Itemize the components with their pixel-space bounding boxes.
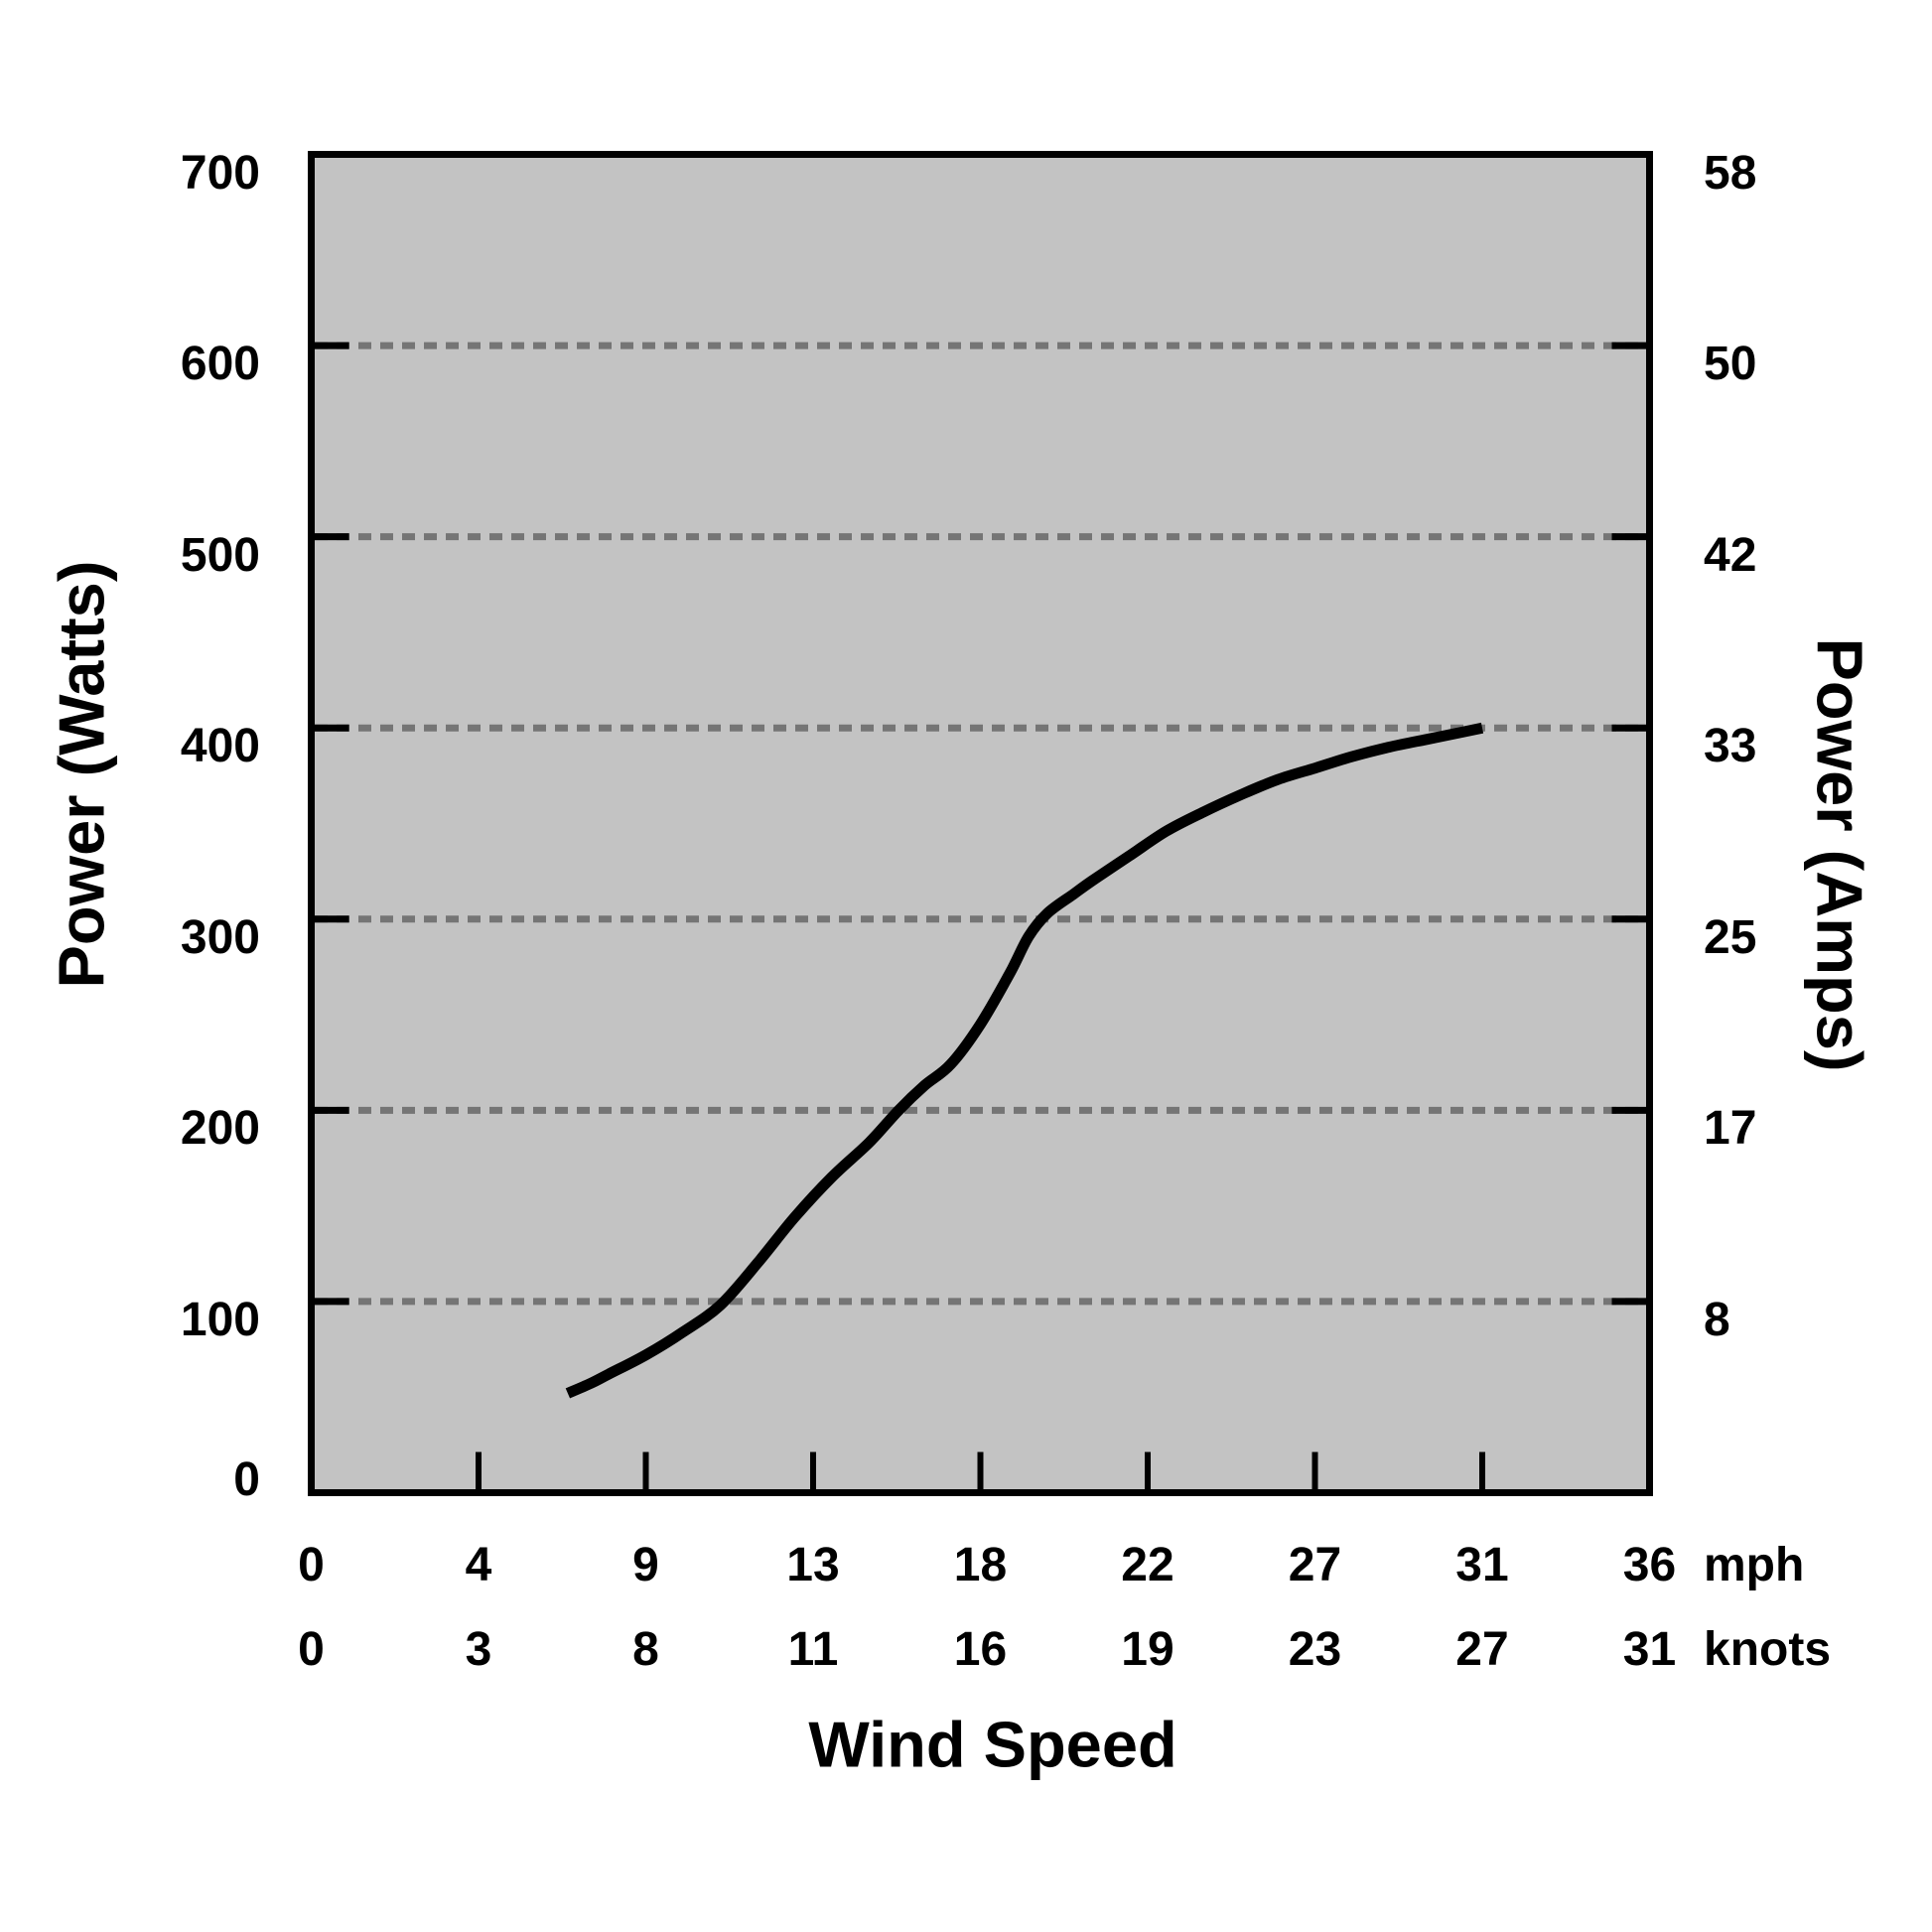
y-right-tick-label-17: 17: [1704, 1102, 1757, 1156]
y-left-tick-label-700: 700: [180, 146, 260, 200]
y-right-tick-label-33: 33: [1704, 720, 1757, 773]
x-knots-tick-label-0: 0: [298, 1623, 325, 1676]
plot-background: [311, 154, 1650, 1493]
y-left-tick-label-300: 300: [180, 910, 260, 964]
x-mph-tick-label-8: 36: [1622, 1539, 1677, 1591]
x-knots-tick-label-1: 3: [465, 1623, 492, 1676]
power-curve-path: [565, 722, 1484, 1399]
y-right-tick-label-25: 25: [1704, 910, 1757, 964]
x-mph-tick-label-2: 9: [632, 1539, 659, 1591]
plot-border: [308, 151, 1653, 1496]
y-left-tick-label-600: 600: [180, 338, 260, 391]
y-axis-title-left: Power (Watts): [45, 560, 118, 989]
y-left-tick-label-500: 500: [180, 528, 260, 582]
y-left-tick-label-0: 0: [233, 1452, 260, 1506]
y-right-tick-label-58: 58: [1704, 146, 1757, 200]
x-mph-tick-label-4: 18: [953, 1539, 1008, 1591]
x-mph-tick-label-1: 4: [465, 1539, 492, 1591]
x-mph-tick-label-5: 22: [1121, 1539, 1174, 1591]
y-left-tick-label-100: 100: [180, 1293, 260, 1346]
x-knots-tick-label-6: 23: [1288, 1623, 1342, 1676]
y-right-tick-label-8: 8: [1704, 1293, 1730, 1346]
x-mph-tick-label-6: 27: [1288, 1539, 1342, 1591]
x-knots-tick-label-8: 31: [1622, 1623, 1677, 1676]
x-knots-tick-label-2: 8: [632, 1623, 659, 1676]
x-knots-tick-label-4: 16: [953, 1623, 1008, 1676]
x-knots-tick-label-7: 27: [1455, 1623, 1509, 1676]
x-knots-tick-label-5: 19: [1121, 1623, 1174, 1676]
x-unit-label-knots: knots: [1704, 1623, 1832, 1676]
x-mph-tick-label-0: 0: [298, 1539, 325, 1591]
x-axis-title: Wind Speed: [808, 1708, 1177, 1781]
x-mph-tick-label-7: 31: [1455, 1539, 1509, 1591]
y-left-tick-label-400: 400: [180, 720, 260, 773]
x-knots-tick-label-3: 11: [787, 1623, 839, 1676]
y-left-tick-label-200: 200: [180, 1102, 260, 1156]
plot-layer: [308, 151, 1653, 1496]
y-right-tick-label-50: 50: [1704, 338, 1757, 391]
x-unit-label-mph: mph: [1704, 1539, 1805, 1591]
y-right-tick-label-42: 42: [1704, 528, 1757, 582]
y-axis-title-right: Power (Amps): [1803, 637, 1876, 1072]
x-mph-tick-label-3: 13: [786, 1539, 840, 1591]
